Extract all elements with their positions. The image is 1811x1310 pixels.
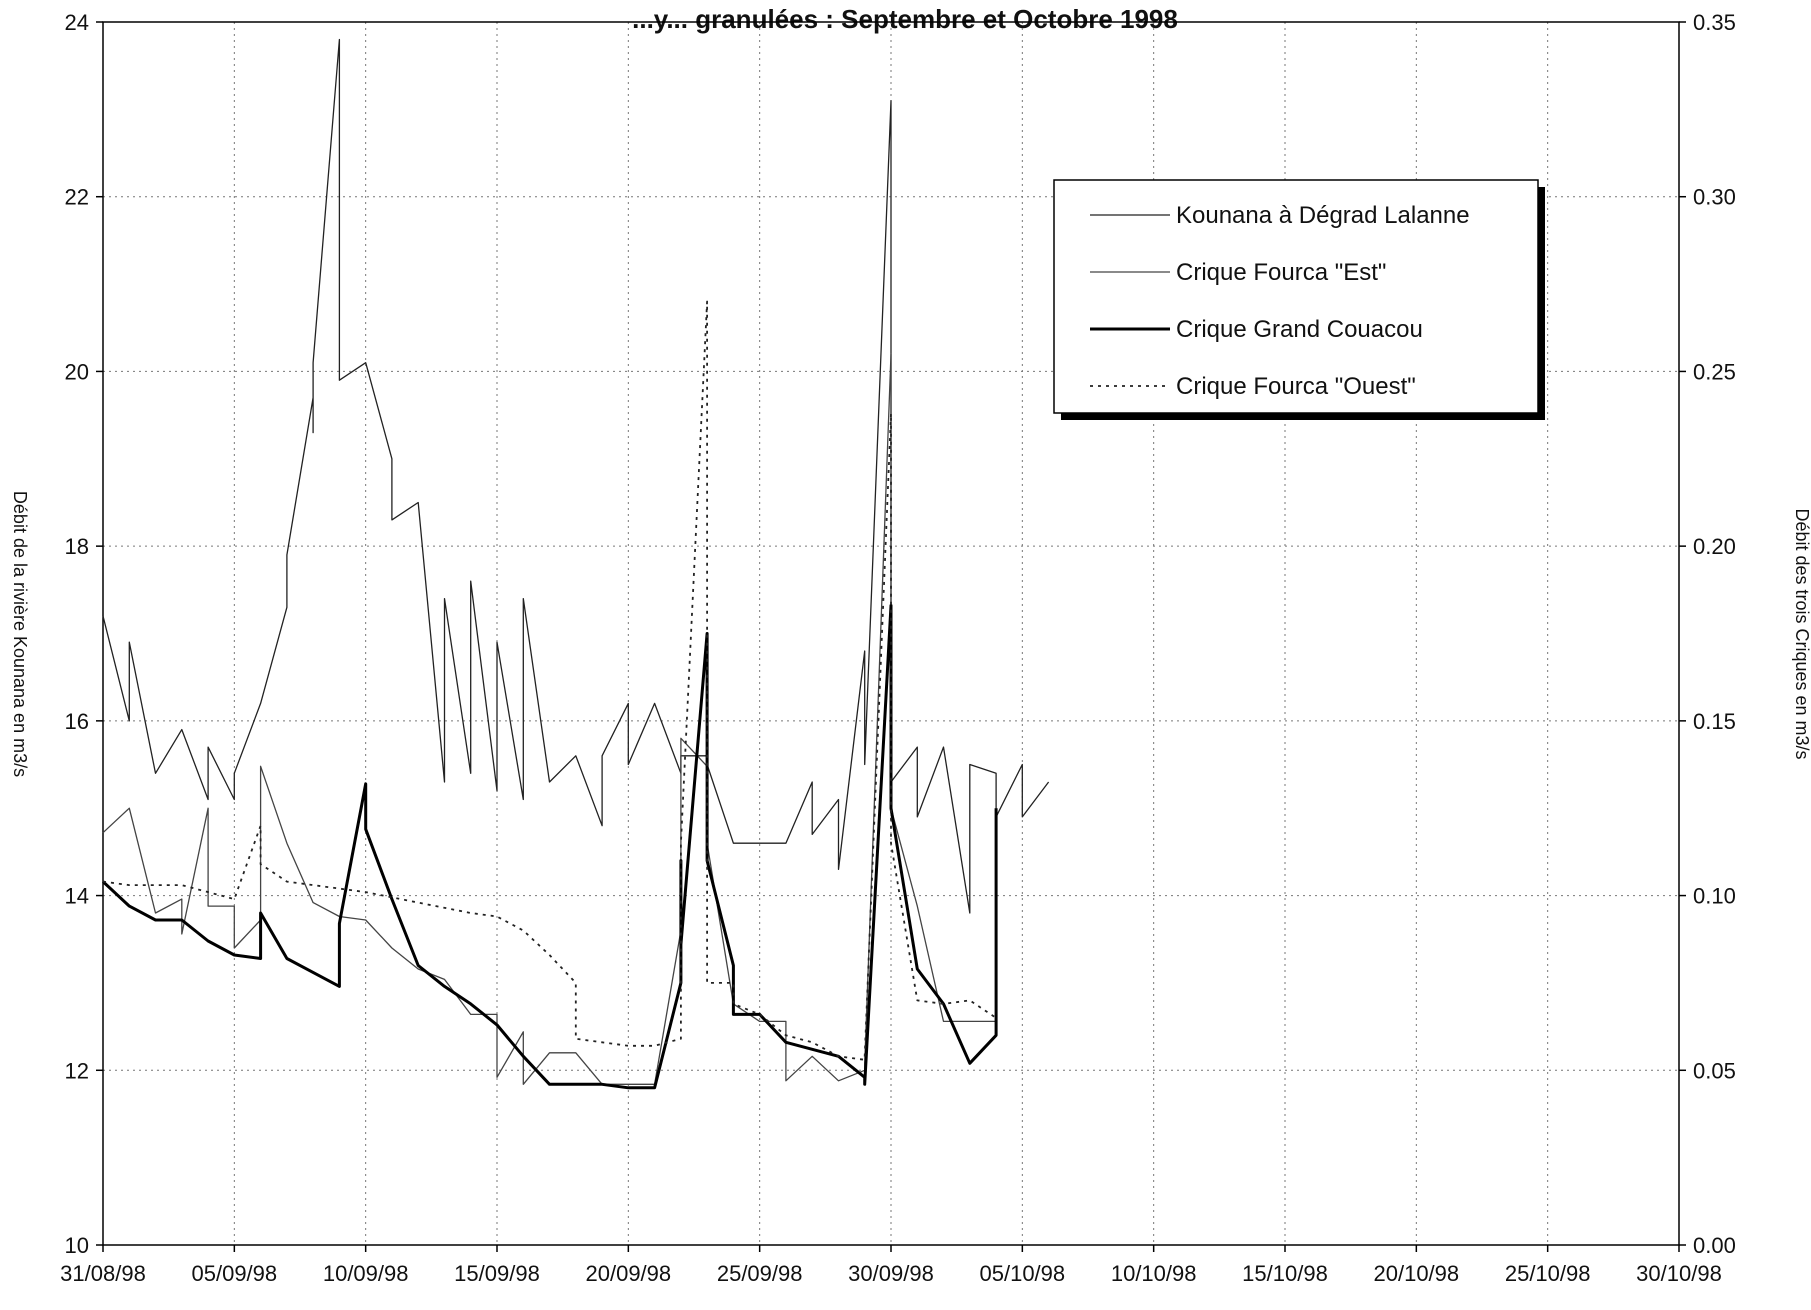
- y-left-tick-label: 10: [65, 1233, 89, 1258]
- y-right-tick-label: 0.05: [1693, 1058, 1736, 1083]
- x-tick-label: 30/09/98: [848, 1261, 934, 1286]
- x-tick-label: 10/09/98: [323, 1261, 409, 1286]
- series-line-2: [102, 353, 997, 1085]
- y-right-tick-label: 0.15: [1693, 709, 1736, 734]
- x-tick-label: 25/09/98: [717, 1261, 803, 1286]
- legend-label-4: Crique Fourca "Ouest": [1176, 373, 1416, 400]
- y-left-tick-label: 14: [65, 884, 89, 909]
- y-right-tick-label: 0.00: [1693, 1233, 1736, 1258]
- y-right-tick-label: 0.35: [1693, 10, 1736, 35]
- x-tick-label: 20/09/98: [586, 1261, 672, 1286]
- tick-labels: 31/08/98 05/09/98 10/09/98 15/09/98 20/09/98…: [60, 10, 1736, 1286]
- y-right-tick-label: 0.10: [1693, 884, 1736, 909]
- legend-items: Kounana à Dégrad Lalanne Crique Fourca "E…: [1090, 202, 1470, 400]
- x-tick-label: 15/09/98: [454, 1261, 540, 1286]
- x-tick-label: 05/10/98: [980, 1261, 1066, 1286]
- y-right-tick-label: 0.25: [1693, 359, 1736, 384]
- y-left-tick-label: 18: [65, 534, 89, 559]
- y-left-axis-title: Débit de la rivière Kounana en m3/s: [10, 491, 30, 777]
- x-tick-label: 30/10/98: [1636, 1261, 1722, 1286]
- y-right-tick-label: 0.30: [1693, 185, 1736, 210]
- chart-title: ...y... granulées : Septembre et Octobre…: [632, 4, 1178, 34]
- y-left-tick-label: 22: [65, 185, 89, 210]
- y-right-axis-title: Débit des trois Criques en m3/s: [1792, 508, 1811, 759]
- series-line-3: [101, 604, 998, 1090]
- y-left-tick-label: 20: [65, 359, 89, 384]
- legend-label-2: Crique Fourca "Est": [1176, 259, 1386, 286]
- series-line-1: [102, 38, 1050, 914]
- series-line-4: [102, 300, 997, 1061]
- legend: Kounana à Dégrad Lalanne Crique Fourca "E…: [1053, 179, 1545, 420]
- y-right-tick-label: 0.20: [1693, 534, 1736, 559]
- y-left-tick-label: 24: [65, 10, 89, 35]
- x-tick-label: 05/09/98: [192, 1261, 278, 1286]
- y-left-tick-label: 12: [65, 1058, 89, 1083]
- x-tick-label: 15/10/98: [1242, 1261, 1328, 1286]
- x-tick-label: 10/10/98: [1111, 1261, 1197, 1286]
- x-tick-label: 20/10/98: [1374, 1261, 1460, 1286]
- legend-box: [1053, 179, 1539, 414]
- legend-label-1: Kounana à Dégrad Lalanne: [1176, 202, 1470, 229]
- x-tick-label: 31/08/98: [60, 1261, 146, 1286]
- series-layer: [101, 38, 1050, 1090]
- legend-label-3: Crique Grand Couacou: [1176, 316, 1423, 343]
- x-tick-label: 25/10/98: [1505, 1261, 1591, 1286]
- y-left-tick-label: 16: [65, 709, 89, 734]
